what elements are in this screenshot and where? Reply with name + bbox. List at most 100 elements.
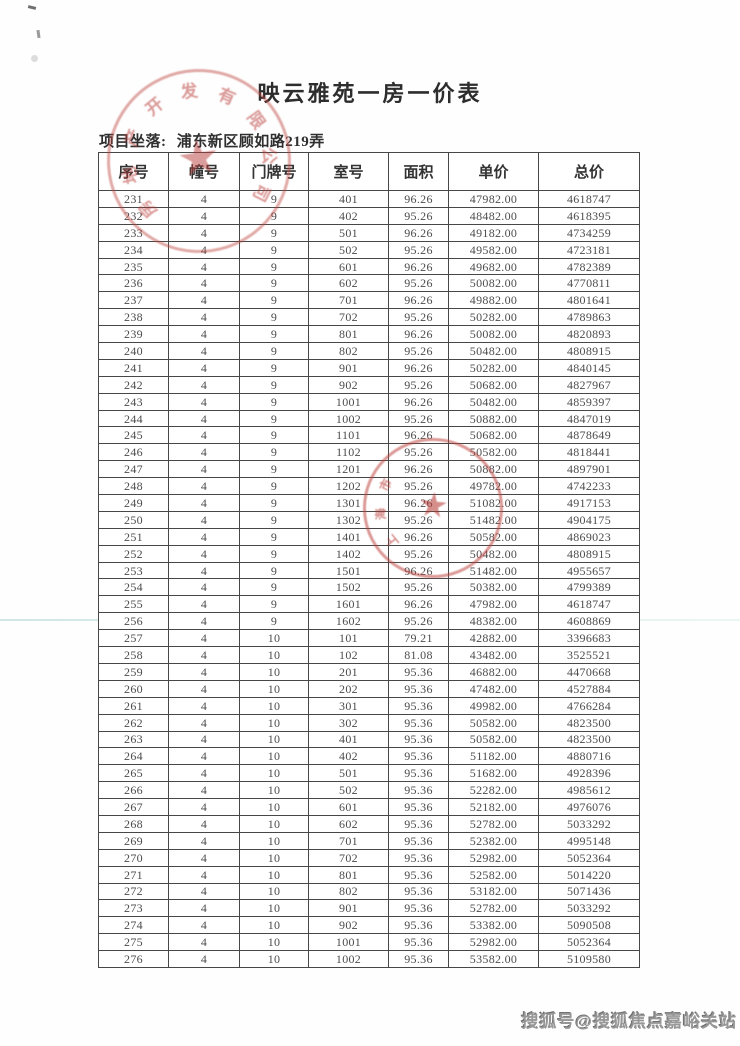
cell: 4 [168, 460, 240, 479]
cell: 249 [98, 494, 169, 512]
cell: 95.26 [388, 409, 449, 428]
cell: 50382.00 [448, 578, 539, 597]
cell: 5052364 [538, 933, 640, 952]
cell: 301 [308, 696, 389, 715]
table-row: 259 4 10 201 95.36 46882.00 4470668 [98, 662, 640, 681]
cell: 49182.00 [448, 223, 539, 242]
table-row: 242 4 9 902 95.26 50682.00 4827967 [98, 375, 640, 394]
cell: 10 [239, 713, 309, 732]
table-row: 264 4 10 402 95.36 51182.00 4880716 [98, 747, 640, 766]
cell: 4 [168, 950, 240, 968]
cell: 4808915 [538, 342, 640, 360]
cell: 50682.00 [448, 375, 539, 394]
project-location: 项目坐落: 浦东新区顾如路219弄 [99, 130, 325, 151]
cell: 52582.00 [448, 865, 539, 884]
cell: 240 [98, 342, 169, 360]
header-cell: 室号 [308, 152, 389, 191]
cell: 802 [308, 342, 389, 360]
cell: 95.36 [388, 764, 449, 783]
scan-speck [31, 55, 38, 62]
cell: 4820893 [538, 325, 640, 344]
cell: 9 [239, 223, 309, 242]
cell: 96.26 [388, 426, 449, 445]
table-row: 272 4 10 802 95.36 53182.00 5071436 [98, 882, 640, 901]
cell: 4608869 [538, 612, 640, 631]
cell: 79.21 [388, 629, 449, 648]
cell: 1602 [308, 612, 389, 631]
cell: 252 [98, 544, 169, 563]
cell: 4818441 [538, 443, 640, 462]
header-cell: 序号 [98, 152, 169, 191]
table-row: 265 4 10 501 95.36 51682.00 4928396 [98, 764, 640, 783]
cell: 4897901 [538, 460, 640, 479]
table-row: 252 4 9 1402 95.26 50482.00 4808915 [98, 544, 640, 563]
cell: 802 [308, 882, 389, 901]
table-row: 269 4 10 701 95.36 52382.00 4995148 [98, 831, 640, 850]
cell: 269 [98, 831, 169, 850]
cell: 4 [168, 696, 240, 715]
cell: 10 [239, 831, 309, 850]
cell: 53382.00 [448, 916, 539, 935]
cell: 52782.00 [448, 814, 539, 833]
cell: 51482.00 [448, 561, 539, 580]
cell: 4 [168, 190, 240, 208]
cell: 4 [168, 612, 240, 631]
table-body: 231 4 9 401 96.26 47982.00 4618747 232 4 9 402 95.2… [98, 190, 640, 968]
cell: 5109580 [538, 950, 640, 968]
cell: 4 [168, 392, 240, 411]
cell: 96.26 [388, 595, 449, 614]
cell: 95.36 [388, 679, 449, 698]
cell: 9 [239, 257, 309, 276]
header-cell: 总价 [538, 152, 640, 191]
cell: 4 [168, 240, 240, 259]
cell: 238 [98, 308, 169, 327]
table-row: 236 4 9 602 95.26 50082.00 4770811 [98, 274, 640, 293]
cell: 601 [308, 257, 389, 276]
cell: 601 [308, 798, 389, 816]
cell: 5052364 [538, 848, 640, 867]
cell: 5033292 [538, 814, 640, 833]
cell: 402 [308, 206, 389, 225]
cell: 4 [168, 730, 240, 749]
cell: 4 [168, 223, 240, 242]
cell: 246 [98, 443, 169, 462]
cell: 4 [168, 358, 240, 377]
cell: 4859397 [538, 392, 640, 411]
cell: 49982.00 [448, 696, 539, 715]
cell: 4 [168, 865, 240, 884]
cell: 48382.00 [448, 612, 539, 631]
cell: 268 [98, 814, 169, 833]
cell: 50282.00 [448, 358, 539, 377]
cell: 95.26 [388, 274, 449, 293]
cell: 50082.00 [448, 325, 539, 344]
cell: 50282.00 [448, 308, 539, 327]
cell: 253 [98, 561, 169, 580]
table-row: 248 4 9 1202 95.26 49782.00 4742233 [98, 477, 640, 496]
table-row: 268 4 10 602 95.36 52782.00 5033292 [98, 814, 640, 833]
table-row: 275 4 10 1001 95.36 52982.00 5052364 [98, 933, 640, 952]
cell: 5071436 [538, 882, 640, 901]
cell: 4723181 [538, 240, 640, 259]
cell: 264 [98, 747, 169, 766]
cell: 4 [168, 679, 240, 698]
cell: 401 [308, 190, 389, 208]
cell: 9 [239, 342, 309, 360]
cell: 274 [98, 916, 169, 935]
cell: 3525521 [538, 646, 640, 664]
cell: 245 [98, 426, 169, 445]
cell: 10 [239, 798, 309, 816]
cell: 51082.00 [448, 494, 539, 512]
header-cell: 面积 [388, 152, 449, 191]
cell: 96.26 [388, 561, 449, 580]
cell: 95.26 [388, 544, 449, 563]
cell: 1501 [308, 561, 389, 580]
cell: 801 [308, 865, 389, 884]
cell: 902 [308, 916, 389, 935]
cell: 239 [98, 325, 169, 344]
cell: 602 [308, 814, 389, 833]
cell: 265 [98, 764, 169, 783]
cell: 4 [168, 899, 240, 918]
cell: 1402 [308, 544, 389, 563]
cell: 4 [168, 325, 240, 344]
